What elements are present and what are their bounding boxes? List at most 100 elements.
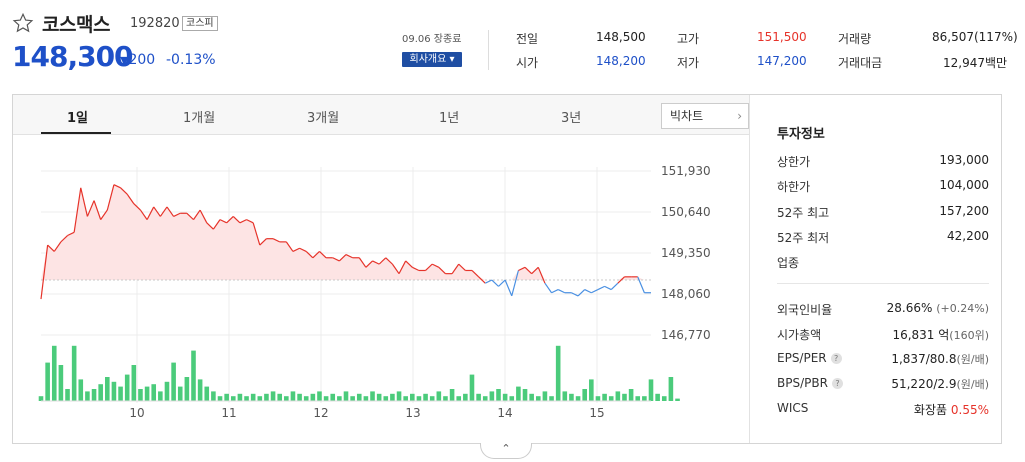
eps-per-value: 1,837/80.8(원/배)	[891, 352, 989, 366]
volume-bar	[456, 396, 462, 401]
volume-bar	[615, 391, 621, 401]
volume-bar	[582, 389, 587, 401]
volume-bar	[91, 389, 97, 401]
volume-bar	[569, 393, 574, 401]
volume-bar	[124, 374, 130, 401]
low-label: 저가	[677, 56, 700, 70]
help-icon[interactable]: ?	[830, 353, 842, 364]
low52-row: 52주 최저 42,200	[777, 229, 989, 245]
price-line-segment	[246, 219, 254, 224]
tab-1day[interactable]: 1일	[67, 111, 89, 126]
price-line-segment	[219, 219, 227, 224]
volume-bar	[509, 396, 515, 401]
price-line-segment	[139, 209, 148, 220]
price-line-segment	[212, 219, 221, 230]
amount-value: 12,947백만	[943, 56, 1008, 70]
active-tab-indicator	[41, 132, 111, 134]
price-line-segment	[338, 254, 347, 262]
volume-bar	[482, 396, 488, 401]
x-tick-label: 12	[313, 406, 328, 420]
price-line-segment	[259, 238, 267, 246]
volume-bar	[111, 381, 117, 401]
big-chart-button[interactable]: 빅차트 ›	[661, 103, 749, 129]
volume-bar	[158, 391, 163, 401]
price-line-segment	[431, 263, 440, 268]
price-line-segment	[637, 276, 645, 293]
volume-label: 거래량	[838, 32, 872, 46]
period-tabs: 1일 1개월 3개월 1년 3년 빅차트 ›	[13, 95, 749, 135]
high-value: 151,500	[757, 30, 807, 44]
price-line-segment	[47, 244, 55, 252]
price-line-segment	[232, 216, 241, 224]
volume-bar	[396, 391, 402, 401]
price-chart[interactable]: 151,930 150,640 149,350 148,060 146,770 10 11 1…	[13, 135, 749, 443]
volume-bar	[171, 362, 176, 401]
price-line-segment	[40, 244, 49, 300]
volume-bar	[177, 386, 183, 401]
volume-bar	[144, 386, 150, 401]
volume-bar	[277, 393, 282, 401]
volume-bar	[436, 391, 442, 401]
volume-bar	[542, 391, 548, 401]
price-line-segment	[252, 222, 261, 246]
price-line-segment	[272, 238, 280, 243]
price-line-segment	[292, 247, 300, 252]
volume-bar	[303, 396, 309, 401]
change-value: 200	[128, 52, 156, 68]
price-line-segment	[113, 184, 121, 189]
tab-1month[interactable]: 1개월	[183, 111, 216, 126]
volume-bar	[317, 391, 322, 401]
stock-header: 코스맥스 192820 코스피 148,300 ▼200 -0.13% 09.0…	[0, 0, 1025, 90]
wics-value: 화장품 0.55%	[913, 403, 989, 417]
volume-bar	[370, 391, 375, 401]
price-line-segment	[571, 292, 579, 297]
company-overview-button[interactable]: 회사개요 ▾	[402, 52, 462, 67]
y-tick-label: 149,350	[661, 246, 711, 260]
big-chart-label: 빅차트	[670, 109, 704, 123]
volume-bar	[522, 389, 528, 401]
price-line-segment	[199, 209, 208, 224]
tab-3months[interactable]: 3개월	[307, 111, 340, 126]
x-tick-label: 15	[589, 406, 604, 420]
tab-1year[interactable]: 1년	[439, 111, 460, 126]
price-line-segment	[299, 247, 307, 252]
volume-bar	[290, 391, 296, 401]
volume-bar	[628, 389, 634, 401]
eps-per-row: EPS/PER? 1,837/80.8(원/배)	[777, 351, 989, 367]
volume-bar	[217, 396, 223, 401]
prev-close-label: 전일	[516, 32, 539, 46]
bps-pbr-value: 51,220/2.9(원/배)	[891, 377, 989, 391]
price-line-segment	[305, 250, 314, 259]
divider	[488, 30, 489, 70]
volume-bar	[204, 386, 210, 401]
price-line-segment	[591, 289, 599, 294]
price-line-segment	[226, 216, 234, 224]
volume-bar	[65, 389, 70, 401]
volume-bar	[330, 393, 336, 401]
star-icon[interactable]	[12, 12, 34, 34]
eps-per-label: EPS/PER?	[777, 351, 842, 365]
help-icon[interactable]: ?	[831, 378, 843, 389]
x-tick-label: 13	[405, 406, 420, 420]
collapse-button[interactable]: ⌃	[480, 443, 532, 459]
price-line-segment	[544, 282, 553, 294]
price-line-segment	[385, 257, 393, 265]
wics-row: WICS 화장품 0.55%	[777, 401, 989, 417]
volume-bar	[71, 345, 77, 401]
tab-3years[interactable]: 3년	[561, 111, 582, 126]
volume-bar	[383, 396, 389, 401]
price-line-segment	[126, 193, 135, 205]
volume-bar	[323, 396, 329, 401]
volume-bar	[211, 391, 216, 401]
market-cap-label: 시가총액	[777, 328, 822, 342]
price-line-segment	[372, 260, 380, 265]
price-line-segment	[73, 187, 82, 233]
volume-bar	[230, 396, 236, 401]
price-line-segment	[159, 206, 168, 217]
volume-bar	[423, 393, 428, 401]
volume-bar	[284, 396, 289, 401]
open-value: 148,200	[596, 54, 646, 68]
price-line-segment	[405, 260, 413, 268]
volume-bar	[516, 386, 521, 401]
stock-name: 코스맥스	[42, 14, 110, 36]
